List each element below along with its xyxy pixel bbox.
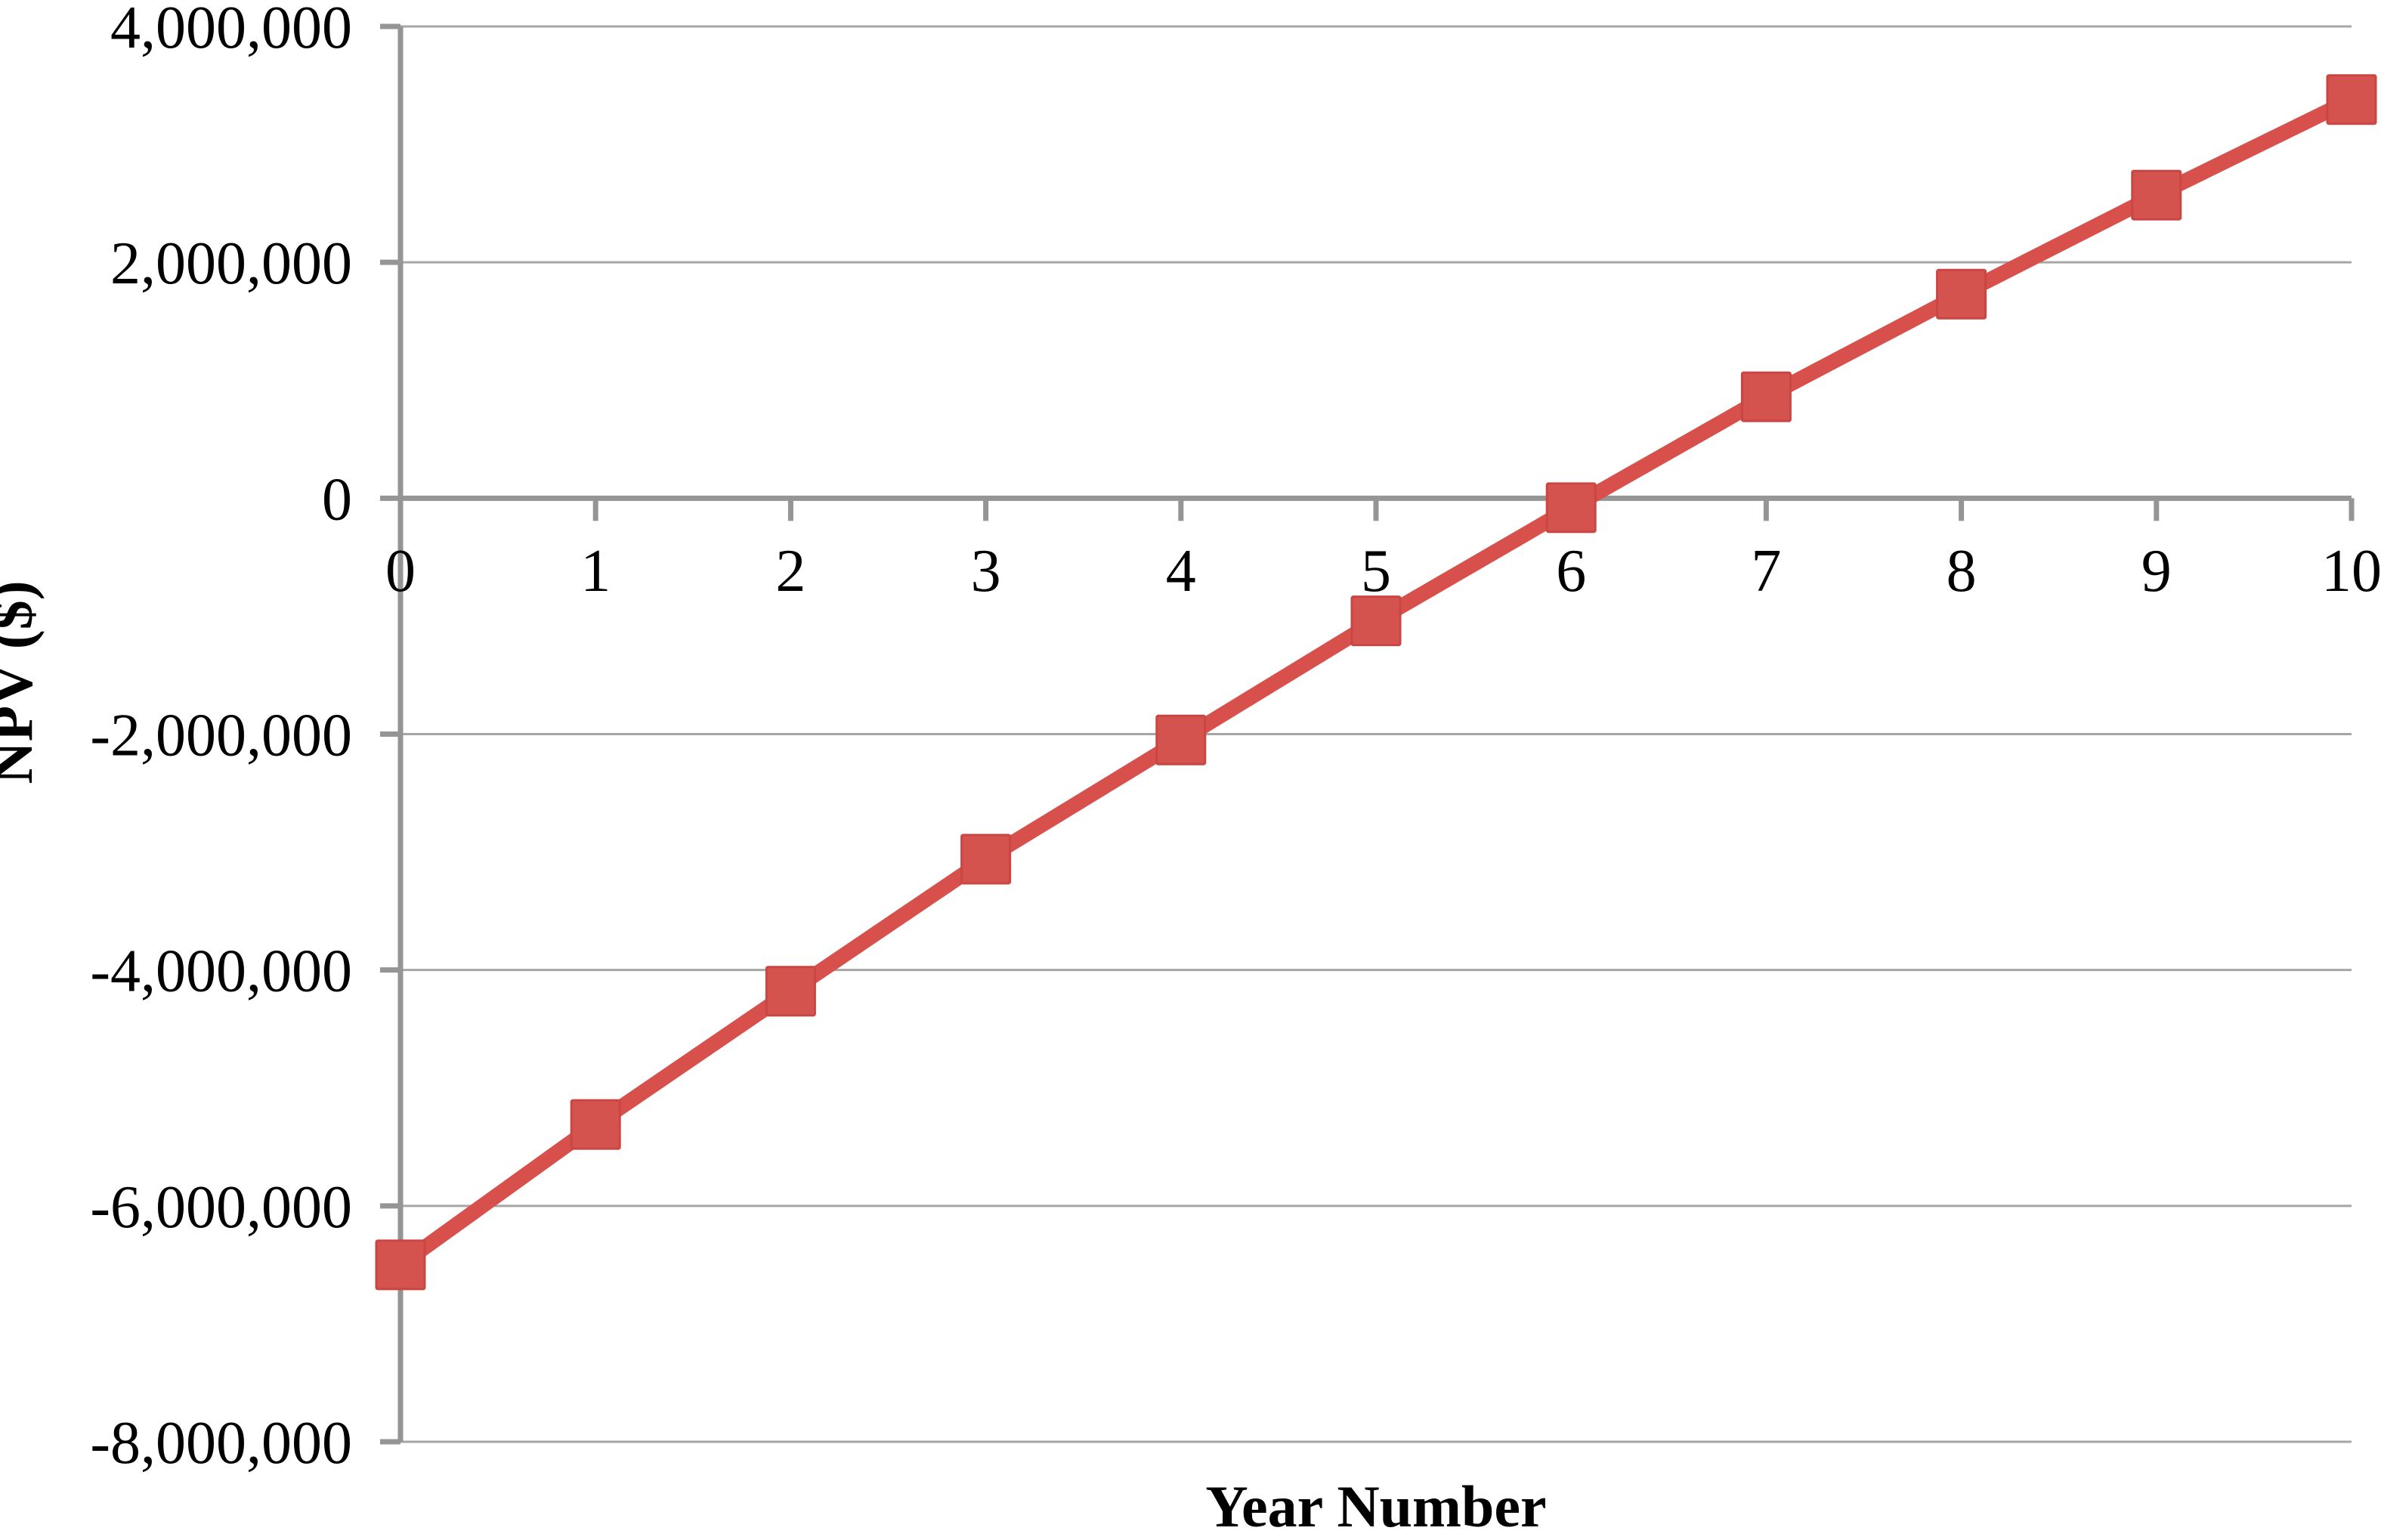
x-tick-label: 8 xyxy=(1947,538,1977,605)
y-axis-title: NPV ($) xyxy=(0,580,45,784)
data-point-marker xyxy=(375,1239,426,1291)
data-point-marker xyxy=(1350,595,1402,647)
y-tick-label: 4,000,000 xyxy=(110,0,352,61)
data-point-marker xyxy=(960,833,1012,885)
x-tick-label: 1 xyxy=(580,538,611,605)
y-tick-label: -6,000,000 xyxy=(90,1174,352,1241)
data-point-marker xyxy=(570,1099,621,1150)
y-tick-label: 2,000,000 xyxy=(110,230,352,297)
x-tick-label: 6 xyxy=(1556,538,1586,605)
npv-series-line xyxy=(393,91,2359,1273)
y-tick-label: 0 xyxy=(322,466,352,533)
x-tick-label: 7 xyxy=(1751,538,1781,605)
data-point-marker xyxy=(1936,268,1987,320)
y-tick-label: -8,000,000 xyxy=(90,1410,352,1477)
series-group xyxy=(375,74,2377,1291)
tick-labels-group: 4,000,000 2,000,000 0 -2,000,000 -4,000,000 -… xyxy=(90,0,2381,1477)
y-tick-label: -4,000,000 xyxy=(90,939,352,1005)
x-tick-label: 10 xyxy=(2321,538,2381,605)
y-tick-label: -2,000,000 xyxy=(90,703,352,769)
data-point-marker xyxy=(1545,482,1597,533)
data-point-marker xyxy=(2131,169,2182,221)
data-point-marker xyxy=(1155,714,1207,765)
x-tick-label: 3 xyxy=(971,538,1001,605)
x-axis-title: Year Number xyxy=(1205,1474,1546,1536)
data-point-marker xyxy=(1740,371,1792,422)
x-tick-label: 5 xyxy=(1361,538,1391,605)
x-tick-label: 4 xyxy=(1166,538,1196,605)
x-tick-label: 2 xyxy=(775,538,806,605)
x-tick-label: 0 xyxy=(385,538,416,605)
data-point-marker xyxy=(2326,74,2377,125)
x-tick-label: 9 xyxy=(2141,538,2172,605)
data-point-marker xyxy=(765,966,816,1017)
